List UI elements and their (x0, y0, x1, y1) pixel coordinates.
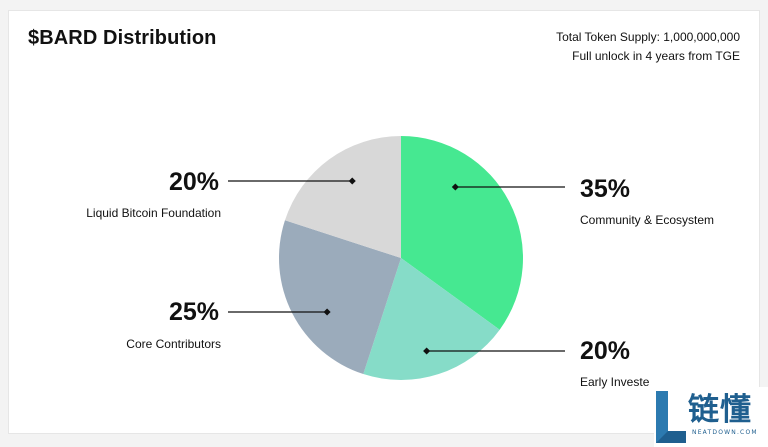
percent-label: 20% (580, 337, 630, 365)
watermark-subtext: NEATDOWN.COM (692, 429, 758, 436)
leader-dot (451, 183, 459, 191)
pie-slice-liquid-bitcoin-foundation (284, 136, 401, 258)
pie-slice-community-ecosystem (401, 136, 523, 330)
chart-title: $BARD Distribution (28, 27, 217, 49)
category-label: Liquid Bitcoin Foundation (86, 206, 221, 220)
leader-dot (348, 177, 356, 185)
unlock-text: Full unlock in 4 years from TGE (572, 49, 740, 63)
leader-dot (423, 347, 431, 355)
category-label: Community & Ecosystem (580, 213, 714, 227)
category-label: Core Contributors (126, 337, 221, 351)
leader-dot (323, 308, 331, 316)
pie-slice-core-contributors (279, 220, 401, 375)
supply-info: Total Token Supply: 1,000,000,000 Full u… (556, 28, 740, 66)
pie-slice-early-investors (363, 258, 500, 381)
percent-label: 20% (169, 168, 219, 196)
watermark-logo: 链懂 NEATDOWN.COM (654, 387, 768, 447)
category-label: Early Investe (580, 375, 650, 389)
percent-label: 35% (580, 175, 630, 203)
percent-label: 25% (169, 298, 219, 326)
watermark-text: 链懂 (688, 392, 752, 428)
l-logo-icon (656, 391, 686, 443)
total-supply-text: Total Token Supply: 1,000,000,000 (556, 30, 740, 44)
